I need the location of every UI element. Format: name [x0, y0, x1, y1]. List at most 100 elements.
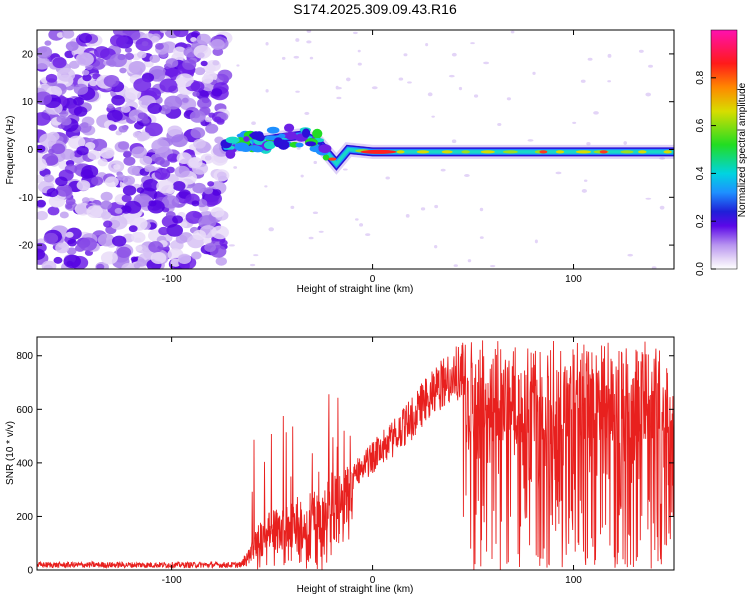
noise-blob: [181, 97, 189, 103]
noise-speck: [506, 97, 511, 101]
noise-blob: [53, 256, 63, 264]
noise-blob: [80, 169, 94, 179]
noise-blob: [165, 211, 176, 219]
noise-blob: [175, 73, 194, 88]
noise-blob: [167, 153, 180, 163]
signal-blob: [248, 145, 261, 151]
noise-blob: [118, 125, 128, 133]
noise-blob: [122, 185, 137, 196]
noise-speck: [427, 92, 433, 97]
noise-blob: [159, 78, 178, 93]
noise-speck: [293, 55, 300, 59]
noise-blob: [57, 123, 65, 129]
noise-blob: [208, 112, 216, 118]
noise-blob: [130, 256, 138, 262]
noise-speck: [483, 61, 490, 65]
snr-series-line: [37, 340, 674, 570]
noise-blob: [96, 263, 105, 269]
noise-blob: [124, 200, 142, 214]
noise-blob: [100, 211, 112, 220]
noise-blob: [131, 231, 146, 243]
noise-speck: [353, 31, 358, 35]
noise-speck: [586, 141, 591, 146]
signal-hotspot: [599, 150, 608, 154]
noise-blob: [121, 194, 132, 203]
noise-blob: [62, 30, 75, 39]
noise-speck: [403, 53, 408, 57]
noise-blob: [177, 253, 192, 264]
noise-speck: [473, 94, 479, 98]
noise-speck: [467, 259, 472, 263]
noise-blob: [134, 121, 144, 130]
noise-blob: [109, 53, 127, 68]
signal-blob: [312, 128, 323, 139]
colorbar-tick-label: 0.8: [695, 70, 706, 84]
noise-blob: [211, 88, 223, 97]
colorbar-gradient: [710, 29, 738, 270]
noise-blob: [113, 164, 121, 170]
noise-blob: [154, 156, 165, 165]
noise-blob: [103, 220, 113, 228]
signal-highlight: [461, 150, 470, 154]
noise-speck: [357, 49, 361, 53]
noise-blob: [144, 166, 152, 172]
noise-blob: [150, 251, 167, 264]
noise-blob: [37, 46, 53, 59]
signal-highlight: [502, 150, 518, 154]
noise-speck: [357, 62, 362, 66]
noise-blob: [192, 91, 200, 97]
noise-speck: [313, 160, 318, 165]
noise-speck: [346, 77, 351, 82]
noise-blob: [103, 74, 120, 88]
noise-blob: [167, 125, 183, 137]
noise-blob: [82, 74, 92, 82]
noise-blob: [65, 231, 74, 238]
signal-blob: [266, 126, 280, 134]
noise-blob: [174, 165, 190, 178]
noise-blob: [205, 123, 219, 134]
noise-blob: [107, 103, 114, 109]
noise-blob: [63, 254, 81, 269]
noise-blob: [145, 122, 163, 137]
noise-blob: [37, 144, 46, 153]
noise-blob: [52, 57, 67, 69]
noise-blob: [60, 148, 75, 160]
noise-speck: [627, 253, 634, 257]
noise-speck: [236, 64, 240, 67]
noise-speck: [281, 56, 286, 60]
signal-blob: [225, 136, 240, 144]
noise-blob: [108, 124, 118, 131]
noise-blob: [133, 78, 152, 92]
noise-speck: [335, 85, 339, 90]
signal-hotspot: [328, 157, 337, 161]
noise-speck: [251, 121, 256, 125]
noise-blob: [149, 54, 161, 64]
snr-x-tick-label: 100: [565, 575, 582, 586]
noise-blob: [123, 150, 132, 158]
noise-blob: [37, 157, 48, 172]
noise-speck: [228, 244, 235, 247]
snr-x-label: Height of straight line (km): [297, 584, 414, 595]
noise-blob: [127, 165, 140, 176]
snr-y-label: SNR (10 * v/v): [5, 421, 16, 485]
noise-blob: [121, 262, 137, 269]
signal-blob: [264, 135, 279, 141]
signal-blob: [302, 128, 311, 138]
noise-blob: [210, 207, 225, 218]
signal-highlight: [555, 150, 565, 154]
noise-blob: [47, 206, 60, 216]
noise-speck: [309, 56, 314, 60]
noise-blob: [148, 241, 164, 253]
noise-blob: [192, 182, 206, 194]
noise-blob: [185, 210, 203, 224]
noise-blob: [104, 176, 119, 188]
noise-blob: [109, 215, 128, 230]
noise-blob: [137, 112, 147, 120]
noise-speck: [532, 71, 536, 75]
noise-speck: [607, 80, 612, 83]
noise-blob: [203, 63, 216, 74]
noise-blob: [89, 80, 98, 87]
noise-blob: [55, 242, 70, 254]
